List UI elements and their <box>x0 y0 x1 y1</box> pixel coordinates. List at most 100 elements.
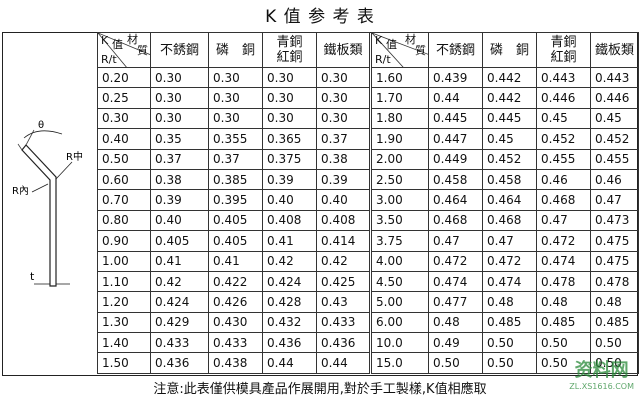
row: 3.50 0.468 0.468 0.47 0.473 <box>370 209 639 232</box>
ratio-cell: 1.50 <box>97 352 151 374</box>
column-header: 鐵板類 <box>316 32 370 68</box>
column-header-line: 紅銅 <box>276 50 303 65</box>
ratio-cell: 0.80 <box>97 209 151 232</box>
ratio-cell: 0.25 <box>97 87 151 109</box>
ratio-cell: 0.20 <box>97 66 151 89</box>
note: 注意:此表僅供模具產品作展開用,對於手工製樣,K值相應取 <box>153 382 487 397</box>
k-cell: 0.405 <box>150 230 209 252</box>
k-cell: 0.37 <box>208 148 263 170</box>
thickness-label: t <box>30 270 35 283</box>
k-cell: 0.42 <box>150 270 209 293</box>
leader <box>55 161 73 180</box>
corner-cell: K 值材質 R/t <box>97 32 151 68</box>
k-cell: 0.50 <box>428 352 483 374</box>
k-cell: 0.41 <box>208 250 263 272</box>
k-cell: 0.50 <box>590 332 639 354</box>
row: 1.50 0.436 0.438 0.44 0.44 <box>97 352 370 374</box>
k-cell: 0.30 <box>208 66 263 89</box>
k-cell: 0.44 <box>262 352 317 374</box>
row: 1.00 0.41 0.41 0.42 0.42 <box>97 250 370 272</box>
ratio-cell: 1.80 <box>370 107 429 130</box>
k-cell: 0.44 <box>316 352 370 374</box>
k-cell: 0.478 <box>590 270 639 293</box>
row: 6.00 0.48 0.485 0.485 0.485 <box>370 311 639 334</box>
k-cell: 0.428 <box>262 291 317 313</box>
k-cell: 0.50 <box>482 332 537 354</box>
k-cell: 0.408 <box>316 209 370 232</box>
k-cell: 0.35 <box>150 128 209 150</box>
k-cell: 0.39 <box>150 189 209 211</box>
k-cell: 0.30 <box>316 107 370 130</box>
row: 0.60 0.38 0.385 0.39 0.39 <box>97 168 370 191</box>
ratio-cell: 1.60 <box>370 66 429 89</box>
k-cell: 0.474 <box>428 270 483 293</box>
k-cell: 0.442 <box>482 87 537 109</box>
column-header: 不銹鋼 <box>428 32 483 68</box>
ratio-cell: 1.70 <box>370 87 429 109</box>
k-cell: 0.452 <box>590 128 639 150</box>
k-table: K 值材質 R/t 不銹鋼磷 銅青銅 紅銅 鐵板類 1.60 0.439 0.442 0.443 0… <box>369 32 639 374</box>
ratio-cell: 1.90 <box>370 128 429 150</box>
diagonal <box>98 33 150 67</box>
corner-label: 值 <box>386 38 397 51</box>
k-cell: 0.30 <box>316 66 370 89</box>
k-cell: 0.433 <box>208 332 263 354</box>
ratio-cell: 3.75 <box>370 230 429 252</box>
ratio-cell: 10.0 <box>370 332 429 354</box>
k-cell: 0.472 <box>536 230 591 252</box>
k-cell: 0.468 <box>536 189 591 211</box>
column-header: 磷 銅 <box>482 32 537 68</box>
k-cell: 0.30 <box>208 87 263 109</box>
k-cell: 0.414 <box>316 230 370 252</box>
corner-label: 質 <box>137 44 148 57</box>
k-table: K 值材質 R/t 不銹鋼磷 銅青銅 紅銅 鐵板類 0.20 0.30 0.30 0.30 0.30… <box>97 32 370 374</box>
k-cell: 0.445 <box>482 107 537 130</box>
row: 1.90 0.447 0.45 0.452 0.452 <box>370 128 639 150</box>
k-cell: 0.30 <box>150 107 209 130</box>
row: 0.30 0.30 0.30 0.30 0.30 <box>97 107 370 130</box>
k-cell: 0.45 <box>590 107 639 130</box>
k-cell: 0.39 <box>316 168 370 191</box>
ratio-cell: 1.30 <box>97 311 151 334</box>
ratio-cell: 1.20 <box>97 291 151 313</box>
row: 0.20 0.30 0.30 0.30 0.30 <box>97 66 370 89</box>
k-cell: 0.485 <box>536 311 591 334</box>
k-cell: 0.47 <box>482 230 537 252</box>
k-cell: 0.455 <box>536 148 591 170</box>
k-cell: 0.30 <box>150 66 209 89</box>
corner-label: 值 <box>112 38 123 51</box>
ratio-cell: 3.00 <box>370 189 429 211</box>
k-cell: 0.474 <box>536 250 591 272</box>
k-cell: 0.40 <box>316 189 370 211</box>
row: 1.30 0.429 0.430 0.432 0.433 <box>97 311 370 334</box>
ratio-cell: 0.40 <box>97 128 151 150</box>
k-cell: 0.41 <box>150 250 209 272</box>
k-cell: 0.475 <box>590 230 639 252</box>
ratio-cell: 0.30 <box>97 107 151 130</box>
k-cell: 0.445 <box>428 107 483 130</box>
k-cell: 0.447 <box>428 128 483 150</box>
row: 1.80 0.445 0.445 0.45 0.45 <box>370 107 639 130</box>
k-cell: 0.425 <box>316 270 370 293</box>
k-cell: 0.472 <box>482 250 537 272</box>
row: 0.50 0.37 0.37 0.375 0.38 <box>97 148 370 170</box>
corner-label: R/t <box>375 53 391 66</box>
k-cell: 0.422 <box>208 270 263 293</box>
k-cell: 0.458 <box>428 168 483 191</box>
ratio-cell: 5.00 <box>370 291 429 313</box>
k-cell: 0.475 <box>590 250 639 272</box>
row: 1.10 0.42 0.422 0.424 0.425 <box>97 270 370 293</box>
k-cell: 0.39 <box>262 168 317 191</box>
k-cell: 0.30 <box>150 87 209 109</box>
k-cell: 0.408 <box>262 209 317 232</box>
corner-label: K <box>101 34 109 47</box>
bent-sheet <box>21 144 57 287</box>
ratio-cell: 15.0 <box>370 352 429 374</box>
ratio-cell: 3.50 <box>370 209 429 232</box>
k-cell: 0.405 <box>208 230 263 252</box>
k-cell: 0.42 <box>316 250 370 272</box>
k-cell: 0.452 <box>482 148 537 170</box>
row: 1.60 0.439 0.442 0.443 0.443 <box>370 66 639 89</box>
k-cell: 0.375 <box>262 148 317 170</box>
row: 3.00 0.464 0.464 0.468 0.47 <box>370 189 639 211</box>
